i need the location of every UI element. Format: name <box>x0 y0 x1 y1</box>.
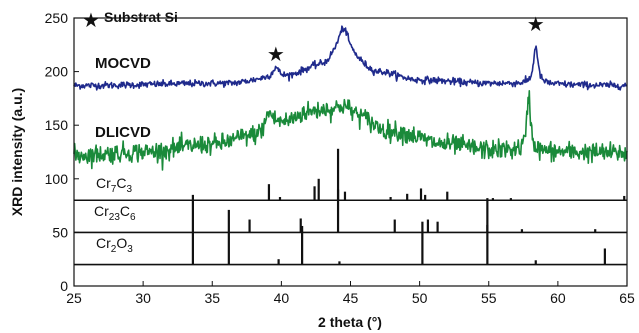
data-layer: ★★ <box>73 12 628 266</box>
series-label-mocvd: MOCVD <box>95 55 151 72</box>
x-axis-title: 2 theta (°) <box>318 314 382 330</box>
tick-layer: 25 30 35 40 45 50 55 60 65 0 50 100 150 200 250 <box>45 10 635 306</box>
x-tick-label-2: 35 <box>204 290 220 306</box>
series-line-dlicvd <box>73 90 628 171</box>
x-tick-label-5: 50 <box>412 290 428 306</box>
x-tick-label-1: 30 <box>135 290 151 306</box>
x-tick-label-8: 65 <box>619 290 635 306</box>
y-tick-label-3: 150 <box>45 117 69 133</box>
legend: ★ Substrat Si <box>82 8 178 32</box>
x-tick-label-0: 25 <box>66 290 82 306</box>
x-tick-label-7: 60 <box>550 290 566 306</box>
series-label-cr2o3: Cr2O3 <box>96 235 133 255</box>
x-tick-label-6: 55 <box>481 290 497 306</box>
series-label-cr7c3: Cr7C3 <box>96 175 132 195</box>
y-tick-label-5: 250 <box>45 10 69 26</box>
legend-label: Substrat Si <box>104 9 178 25</box>
x-tick-label-4: 45 <box>343 290 359 306</box>
y-axis-title: XRD intensity (a.u.) <box>9 88 25 216</box>
si-marker-star-icon-1: ★ <box>527 12 545 36</box>
y-tick-label-2: 100 <box>45 171 69 187</box>
x-tick-label-3: 40 <box>274 290 290 306</box>
series-line-mocvd <box>73 25 628 91</box>
si-marker-star-icon-0: ★ <box>267 42 285 66</box>
y-tick-label-0: 0 <box>60 278 68 294</box>
y-tick-label-1: 50 <box>52 224 68 240</box>
series-label-cr23c6: Cr23C6 <box>94 203 136 223</box>
series-label-dlicvd: DLICVD <box>95 124 151 141</box>
legend-star-icon: ★ <box>82 8 100 32</box>
y-tick-label-4: 200 <box>45 64 69 80</box>
